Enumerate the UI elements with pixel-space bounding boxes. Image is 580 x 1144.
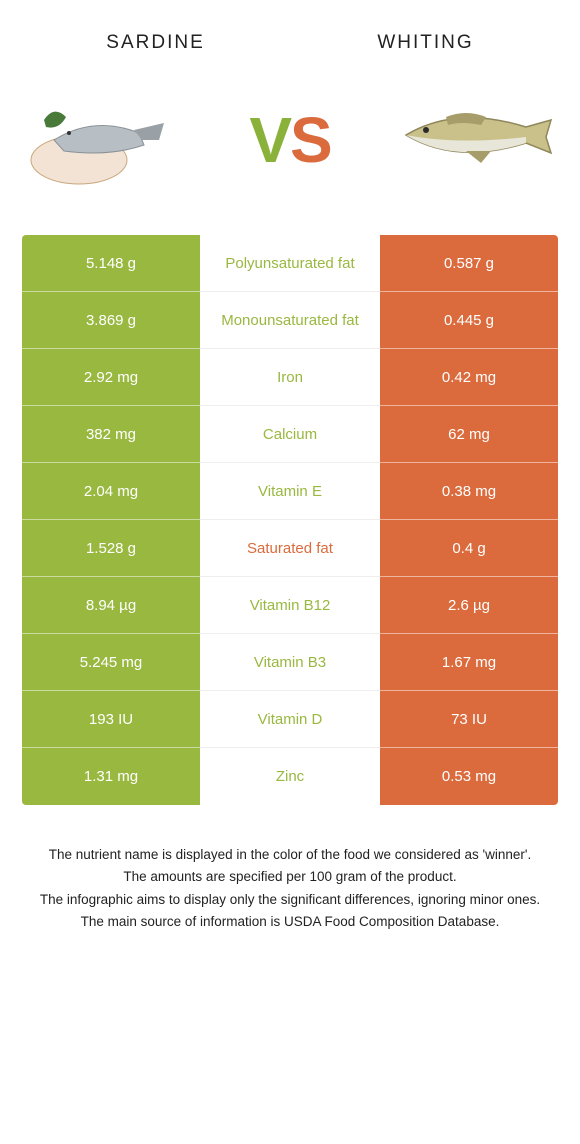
nutrient-label: Zinc	[200, 748, 380, 805]
nutrient-label: Polyunsaturated fat	[200, 235, 380, 292]
nutrient-label: Iron	[200, 349, 380, 406]
right-value: 0.53 mg	[380, 748, 558, 805]
table-row: 382 mgCalcium62 mg	[22, 406, 558, 463]
nutrient-label: Calcium	[200, 406, 380, 463]
right-value: 73 IU	[380, 691, 558, 748]
nutrient-label: Saturated fat	[200, 520, 380, 577]
left-value: 193 IU	[22, 691, 200, 748]
footnote-line: The infographic aims to display only the…	[30, 890, 550, 910]
comparison-infographic: Sardine Whiting VS 5.148 gPol	[0, 0, 580, 932]
table-row: 5.148 gPolyunsaturated fat0.587 g	[22, 235, 558, 292]
left-value: 1.528 g	[22, 520, 200, 577]
table-row: 5.245 mgVitamin B31.67 mg	[22, 634, 558, 691]
vs-letter-s: S	[290, 104, 331, 176]
left-value: 3.869 g	[22, 292, 200, 349]
left-value: 5.245 mg	[22, 634, 200, 691]
illustration-row: VS	[0, 65, 580, 235]
vs-letter-v: V	[249, 104, 290, 176]
sardine-image	[24, 85, 184, 195]
right-food-title: Whiting	[377, 24, 473, 55]
table-row: 2.04 mgVitamin E0.38 mg	[22, 463, 558, 520]
footnote-line: The nutrient name is displayed in the co…	[30, 845, 550, 865]
footnote-line: The main source of information is USDA F…	[30, 912, 550, 932]
table-row: 193 IUVitamin D73 IU	[22, 691, 558, 748]
header-row: Sardine Whiting	[0, 0, 580, 65]
whiting-icon	[396, 85, 556, 195]
sardine-icon	[24, 85, 184, 195]
footnotes: The nutrient name is displayed in the co…	[30, 845, 550, 932]
whiting-image	[396, 85, 556, 195]
nutrient-label: Vitamin B12	[200, 577, 380, 634]
left-value: 1.31 mg	[22, 748, 200, 805]
footnote-line: The amounts are specified per 100 gram o…	[30, 867, 550, 887]
left-value: 8.94 µg	[22, 577, 200, 634]
nutrient-table: 5.148 gPolyunsaturated fat0.587 g3.869 g…	[22, 235, 558, 805]
table-row: 3.869 gMonounsaturated fat0.445 g	[22, 292, 558, 349]
nutrient-label: Monounsaturated fat	[200, 292, 380, 349]
right-value: 0.445 g	[380, 292, 558, 349]
left-value: 2.04 mg	[22, 463, 200, 520]
left-value: 382 mg	[22, 406, 200, 463]
left-value: 2.92 mg	[22, 349, 200, 406]
right-value: 0.42 mg	[380, 349, 558, 406]
nutrient-label: Vitamin E	[200, 463, 380, 520]
table-row: 8.94 µgVitamin B122.6 µg	[22, 577, 558, 634]
right-value: 0.4 g	[380, 520, 558, 577]
vs-label: VS	[249, 108, 330, 172]
right-value: 0.38 mg	[380, 463, 558, 520]
left-value: 5.148 g	[22, 235, 200, 292]
right-value: 2.6 µg	[380, 577, 558, 634]
right-value: 62 mg	[380, 406, 558, 463]
nutrient-label: Vitamin B3	[200, 634, 380, 691]
right-value: 0.587 g	[380, 235, 558, 292]
nutrient-label: Vitamin D	[200, 691, 380, 748]
left-food-title: Sardine	[106, 24, 204, 55]
table-row: 1.528 gSaturated fat0.4 g	[22, 520, 558, 577]
table-row: 2.92 mgIron0.42 mg	[22, 349, 558, 406]
table-row: 1.31 mgZinc0.53 mg	[22, 748, 558, 805]
right-value: 1.67 mg	[380, 634, 558, 691]
